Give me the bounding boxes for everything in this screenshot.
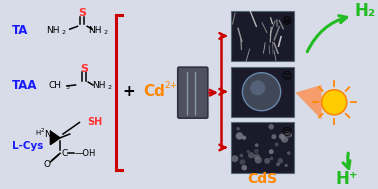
Circle shape: [240, 160, 244, 165]
Circle shape: [236, 133, 243, 139]
Circle shape: [255, 156, 262, 163]
Circle shape: [268, 124, 274, 129]
Circle shape: [231, 155, 238, 162]
Text: 😊: 😊: [282, 70, 291, 81]
Circle shape: [281, 136, 288, 143]
FancyBboxPatch shape: [0, 0, 368, 185]
Circle shape: [242, 165, 247, 170]
Text: NH: NH: [46, 26, 60, 35]
Circle shape: [250, 80, 265, 95]
Circle shape: [276, 162, 280, 166]
Circle shape: [236, 127, 240, 130]
Text: S: S: [80, 64, 88, 74]
Text: 2: 2: [107, 85, 112, 90]
Circle shape: [246, 150, 250, 153]
Bar: [231, 11, 294, 61]
Circle shape: [284, 131, 291, 138]
FancyArrowPatch shape: [307, 16, 347, 52]
Text: TA: TA: [12, 24, 28, 37]
Polygon shape: [50, 131, 60, 145]
Polygon shape: [296, 85, 322, 120]
Circle shape: [287, 151, 290, 155]
Circle shape: [275, 143, 279, 146]
Circle shape: [239, 154, 243, 157]
Circle shape: [264, 158, 270, 164]
Circle shape: [255, 143, 259, 147]
Text: —OH: —OH: [74, 149, 96, 158]
Text: Cd: Cd: [143, 84, 165, 99]
Circle shape: [254, 153, 260, 160]
Bar: [231, 67, 294, 117]
Text: NH: NH: [88, 26, 102, 35]
FancyBboxPatch shape: [178, 67, 208, 118]
Text: CdS: CdS: [247, 172, 277, 186]
Text: 😔: 😔: [282, 126, 291, 136]
Circle shape: [322, 90, 347, 115]
Circle shape: [242, 73, 281, 111]
Circle shape: [287, 132, 292, 137]
Bar: [231, 122, 294, 173]
Text: TAA: TAA: [12, 79, 37, 92]
Circle shape: [248, 152, 254, 158]
Circle shape: [270, 156, 273, 160]
FancyArrowPatch shape: [343, 153, 350, 169]
Text: 😁: 😁: [282, 15, 291, 25]
Circle shape: [285, 164, 288, 167]
Text: 3: 3: [66, 85, 70, 90]
Text: H: H: [36, 130, 41, 136]
Circle shape: [277, 158, 283, 164]
Circle shape: [254, 149, 259, 153]
Circle shape: [279, 134, 284, 139]
Text: CH: CH: [49, 81, 62, 91]
Text: 2+: 2+: [165, 81, 178, 91]
Text: 2: 2: [61, 29, 65, 35]
Circle shape: [279, 134, 285, 139]
Text: H⁺: H⁺: [336, 170, 358, 188]
Circle shape: [269, 149, 274, 154]
Text: N: N: [45, 129, 51, 139]
Text: 2: 2: [104, 29, 108, 35]
Circle shape: [240, 159, 246, 165]
Text: S: S: [78, 8, 86, 18]
Text: C: C: [61, 149, 67, 158]
Text: SH: SH: [87, 117, 102, 126]
Text: H₂: H₂: [355, 2, 376, 20]
Text: O: O: [44, 160, 51, 169]
Text: 2: 2: [41, 128, 44, 133]
Circle shape: [242, 136, 246, 140]
Text: L-Cys: L-Cys: [12, 141, 43, 151]
Text: +: +: [122, 84, 135, 99]
Text: NH: NH: [92, 81, 105, 91]
Circle shape: [271, 134, 276, 139]
Circle shape: [236, 132, 243, 140]
